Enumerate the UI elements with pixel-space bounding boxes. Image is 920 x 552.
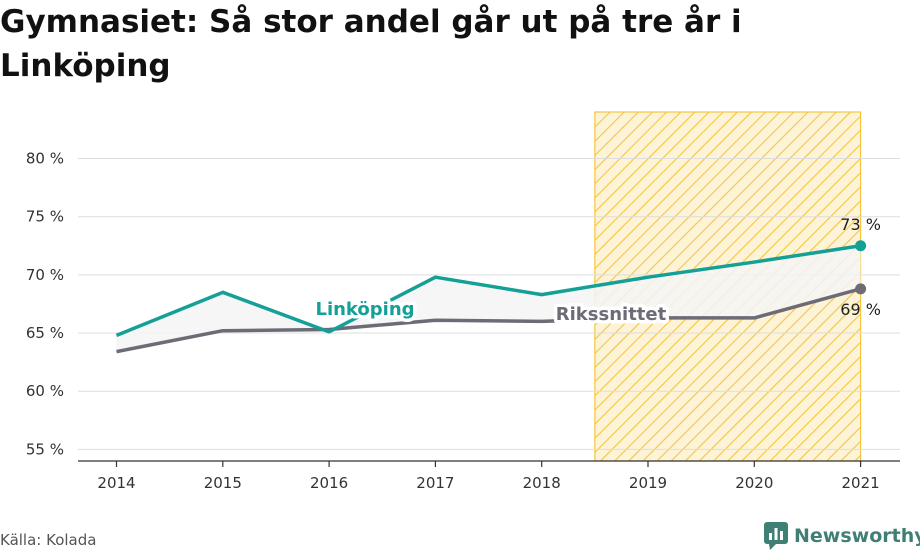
x-tick-label: 2019 (629, 474, 667, 492)
x-tick-label: 2015 (204, 474, 242, 492)
x-tick-label: 2018 (523, 474, 561, 492)
series-line-rikssnittet (116, 287, 862, 354)
chart-title: Gymnasiet: Så stor andel går ut på tre å… (0, 4, 742, 84)
y-tick-label: 70 % (26, 266, 64, 284)
y-tick-label: 55 % (26, 440, 64, 458)
x-tick-label: 2014 (97, 474, 135, 492)
series-line-linkoping (115, 244, 861, 337)
y-tick-label: 60 % (26, 382, 64, 400)
end-label-linkoping: 73 % (840, 215, 881, 234)
source-note: Källa: Kolada (0, 531, 97, 549)
end-point-rikssnittet (855, 283, 867, 295)
y-tick-label: 75 % (26, 208, 64, 226)
x-tick-label: 2020 (735, 474, 773, 492)
end-label-rikssnittet: 69 % (840, 300, 881, 319)
end-point-linkoping (855, 240, 867, 252)
brand-logo: Newsworthy (764, 520, 920, 552)
x-tick-label: 2021 (842, 474, 880, 492)
brand-name: Newsworthy (794, 525, 920, 547)
y-tick-label: 80 % (26, 150, 64, 168)
series-label-linkoping: Linköping (315, 299, 414, 320)
series-gap-fill (116, 245, 861, 352)
y-tick-label: 65 % (26, 324, 64, 342)
newsworthy-logo-icon (764, 522, 788, 550)
x-tick-label: 2016 (310, 474, 348, 492)
series-label-rikssnittet: Rikssnittet (556, 304, 667, 325)
x-tick-label: 2017 (416, 474, 454, 492)
